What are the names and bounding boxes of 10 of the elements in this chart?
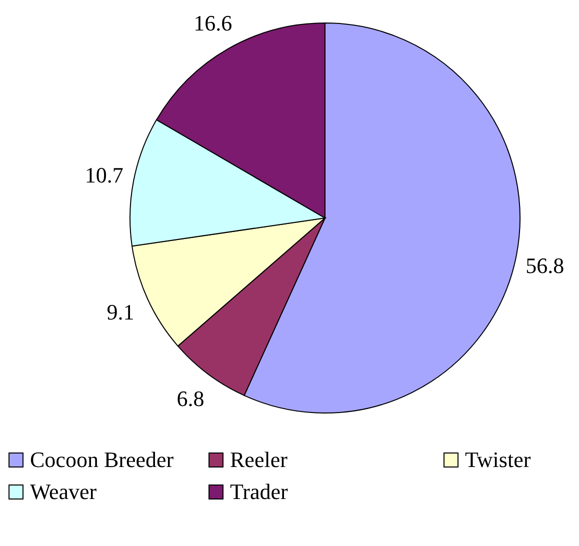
- legend-label: Cocoon Breeder: [30, 446, 174, 474]
- legend-label: Weaver: [30, 478, 97, 506]
- legend-label: Twister: [465, 446, 531, 474]
- data-label: 10.7: [84, 162, 124, 188]
- data-label: 6.8: [176, 386, 204, 411]
- data-label: 9.1: [106, 299, 134, 324]
- data-label: 56.8: [526, 253, 564, 278]
- data-label: 16.6: [194, 10, 232, 36]
- legend-label: Trader: [230, 478, 288, 506]
- legend-label: Reeler: [230, 446, 288, 474]
